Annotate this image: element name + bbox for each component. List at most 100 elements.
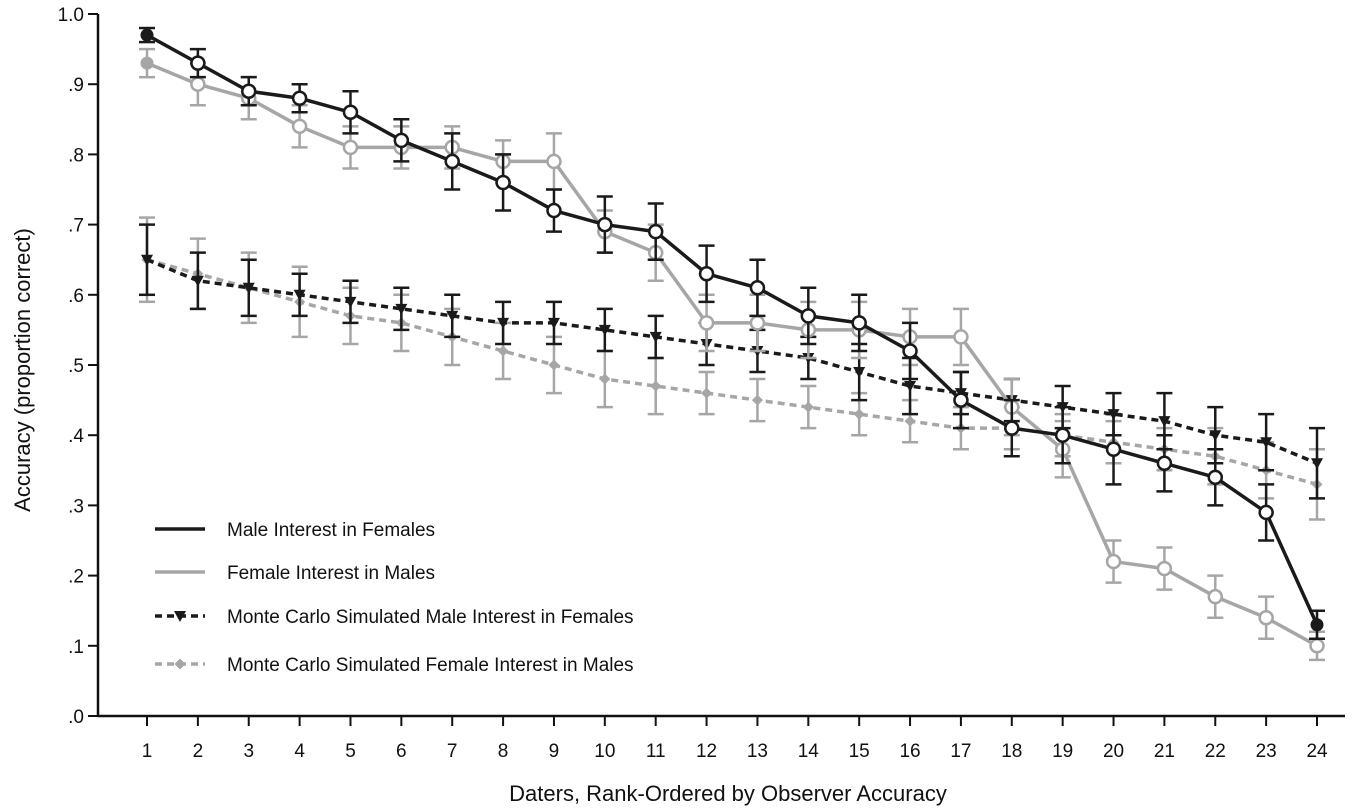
data-point bbox=[546, 202, 562, 219]
data-point bbox=[701, 387, 713, 399]
plot-area bbox=[139, 26, 1326, 662]
data-point bbox=[190, 55, 206, 71]
x-tick-label: 18 bbox=[1001, 741, 1022, 762]
data-point bbox=[446, 310, 459, 322]
data-point bbox=[1310, 618, 1324, 632]
data-point bbox=[497, 317, 510, 329]
data-point bbox=[904, 415, 916, 427]
x-tick-label: 3 bbox=[243, 741, 254, 762]
legend-label: Monte Carlo Simulated Male Interest in F… bbox=[227, 607, 634, 628]
data-point bbox=[1158, 416, 1171, 428]
data-point bbox=[140, 56, 154, 70]
data-point bbox=[395, 303, 408, 315]
legend-item: Monte Carlo Simulated Female Interest in… bbox=[155, 655, 634, 676]
x-tick-label: 4 bbox=[294, 741, 305, 762]
data-point bbox=[546, 153, 562, 170]
data-point bbox=[140, 28, 154, 42]
data-point bbox=[191, 275, 204, 287]
data-point bbox=[598, 324, 611, 336]
y-axis-ticks: .0 .1 .2 .3 .4 .5 .6 .7 .8 .9 1.0 bbox=[58, 5, 98, 728]
y-tick-label: .8 bbox=[68, 145, 84, 166]
data-point bbox=[698, 265, 715, 282]
x-tick-label: 6 bbox=[396, 741, 407, 762]
data-point bbox=[802, 401, 814, 413]
x-tick-label: 16 bbox=[899, 741, 920, 762]
series-male-interest-in-females bbox=[139, 26, 1326, 641]
data-point bbox=[547, 317, 560, 329]
y-axis-title: Accuracy (proportion correct) bbox=[10, 228, 35, 512]
data-point bbox=[1207, 588, 1224, 605]
data-point bbox=[853, 408, 865, 420]
x-tick-label: 11 bbox=[646, 741, 666, 762]
data-point bbox=[597, 216, 613, 233]
data-point bbox=[647, 223, 664, 240]
x-tick-label: 24 bbox=[1306, 741, 1328, 762]
y-tick-label: .5 bbox=[68, 356, 84, 377]
data-point bbox=[1209, 430, 1222, 442]
data-point bbox=[1105, 441, 1122, 457]
x-axis-ticks: 1 2 3 4 5 6 7 8 9 10 11 12 13 14 15 16 17 18 19 20 21 22 23 24 bbox=[142, 716, 1328, 762]
data-point bbox=[1105, 553, 1122, 570]
x-tick-label: 8 bbox=[498, 741, 509, 762]
data-point bbox=[650, 380, 662, 392]
series-line bbox=[146, 258, 1318, 465]
data-point bbox=[599, 373, 611, 385]
data-point bbox=[293, 289, 306, 301]
x-tick-label: 21 bbox=[1154, 741, 1175, 762]
data-point bbox=[444, 153, 460, 170]
x-tick-label: 10 bbox=[594, 741, 615, 762]
x-tick-label: 14 bbox=[798, 741, 820, 762]
legend-swatch-marker bbox=[174, 611, 186, 622]
data-point bbox=[291, 90, 308, 106]
x-tick-label: 19 bbox=[1052, 741, 1073, 762]
y-tick-label: 1.0 bbox=[58, 5, 84, 26]
data-point bbox=[1258, 609, 1274, 626]
legend-item: Female Interest in Males bbox=[155, 563, 435, 584]
data-point bbox=[240, 83, 257, 99]
data-point bbox=[141, 254, 153, 266]
data-point bbox=[1207, 469, 1224, 486]
legend-item: Male Interest in Females bbox=[155, 520, 435, 541]
x-tick-label: 12 bbox=[696, 741, 717, 762]
y-tick-label: .4 bbox=[68, 426, 84, 447]
x-tick-label: 23 bbox=[1256, 741, 1277, 762]
data-point bbox=[497, 345, 509, 357]
data-point bbox=[342, 104, 359, 121]
legend-swatch-marker bbox=[174, 658, 186, 670]
data-point bbox=[853, 367, 866, 379]
data-point bbox=[1260, 437, 1273, 449]
series-line bbox=[146, 33, 1319, 626]
y-tick-label: .3 bbox=[68, 496, 84, 517]
data-point bbox=[1258, 504, 1274, 521]
x-tick-label: 2 bbox=[193, 741, 204, 762]
data-point bbox=[393, 132, 410, 149]
x-tick-label: 7 bbox=[447, 741, 458, 762]
x-tick-label: 22 bbox=[1205, 741, 1226, 762]
data-point bbox=[751, 394, 763, 406]
legend-label: Female Interest in Males bbox=[227, 563, 435, 584]
data-point bbox=[242, 282, 255, 294]
x-tick-label: 17 bbox=[950, 741, 971, 762]
x-tick-label: 15 bbox=[849, 741, 870, 762]
legend-label: Monte Carlo Simulated Female Interest in… bbox=[227, 655, 634, 676]
data-point bbox=[1156, 560, 1173, 577]
data-point bbox=[344, 296, 357, 308]
y-tick-label: .1 bbox=[68, 637, 84, 658]
data-point bbox=[548, 359, 560, 371]
data-point bbox=[749, 280, 766, 296]
data-point bbox=[800, 308, 817, 324]
data-point bbox=[1054, 427, 1071, 443]
data-point bbox=[953, 392, 969, 408]
data-point bbox=[904, 381, 917, 393]
y-tick-label: .7 bbox=[68, 216, 84, 237]
legend: Male Interest in Females Female Interest … bbox=[155, 520, 634, 676]
data-point bbox=[953, 329, 969, 345]
data-point bbox=[749, 315, 766, 331]
data-point bbox=[190, 76, 206, 92]
data-point bbox=[1309, 638, 1325, 654]
x-tick-label: 20 bbox=[1103, 741, 1124, 762]
data-point bbox=[851, 315, 867, 331]
legend-label: Male Interest in Females bbox=[227, 520, 435, 541]
data-point bbox=[698, 315, 715, 331]
x-tick-label: 13 bbox=[747, 741, 768, 762]
